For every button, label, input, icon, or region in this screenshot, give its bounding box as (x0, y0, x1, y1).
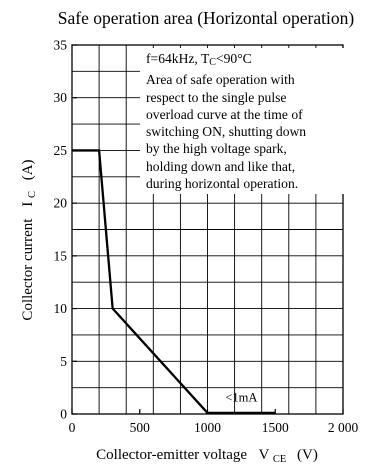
annotations: <1mA (225, 390, 257, 404)
y-tick-label: 35 (54, 38, 68, 53)
x-axis-label-unit: (V) (297, 447, 318, 463)
x-axis-label-subscript: CE (273, 454, 286, 465)
note-condition: f=64kHz, TC<90°C (146, 51, 252, 68)
y-tick-label: 0 (60, 407, 67, 422)
y-tick-labels: 0 5 10 15 20 25 30 35 (54, 38, 68, 422)
x-tick-labels: 0 500 1000 1500 2 000 (69, 420, 359, 435)
x-tick-label: 2 000 (328, 420, 359, 435)
y-axis-label-subscript: C (27, 191, 38, 198)
x-tick-label: 500 (130, 420, 151, 435)
note-line: overload curve at the time of (146, 106, 303, 122)
y-tick-label: 15 (54, 248, 68, 263)
note-line: switching ON, shutting down (146, 124, 307, 140)
y-axis-label-symbol: I (20, 202, 36, 207)
y-axis-label-text: Collector current (20, 218, 36, 321)
x-tick-label: 1000 (194, 420, 221, 435)
y-tick-label: 10 (54, 301, 68, 316)
y-tick-label: 5 (60, 354, 67, 369)
condition-note: f=64kHz, TC<90°C Area of safe operation … (140, 48, 345, 195)
chart-title: Safe operation area (Horizontal operatio… (58, 8, 355, 28)
grid (72, 45, 343, 414)
note-line: holding down and like that, (146, 158, 296, 174)
x-axis-label-text: Collector-emitter voltage (96, 447, 247, 463)
leakage-annotation: <1mA (225, 390, 257, 404)
soa-curve (72, 149, 276, 415)
x-tick-label: 0 (69, 420, 76, 435)
y-axis-label: Collector current I C (A) (20, 159, 39, 320)
y-tick-label: 25 (54, 143, 68, 158)
x-tick-label: 1500 (262, 420, 289, 435)
y-tick-label: 30 (54, 90, 68, 105)
x-axis-label-symbol: V (259, 447, 270, 463)
note-line: Area of safe operation with (146, 72, 295, 88)
x-axis-label: Collector-emitter voltage V CE (V) (96, 447, 318, 466)
series-layer (72, 149, 276, 415)
note-line: by the high voltage spark, (146, 141, 287, 157)
y-tick-label: 20 (54, 196, 68, 211)
note-line: respect to the single pulse (146, 89, 287, 105)
axis-ticks (71, 44, 344, 415)
y-axis-label-unit: (A) (20, 159, 36, 180)
note-line: during horizontal operation. (146, 176, 299, 192)
